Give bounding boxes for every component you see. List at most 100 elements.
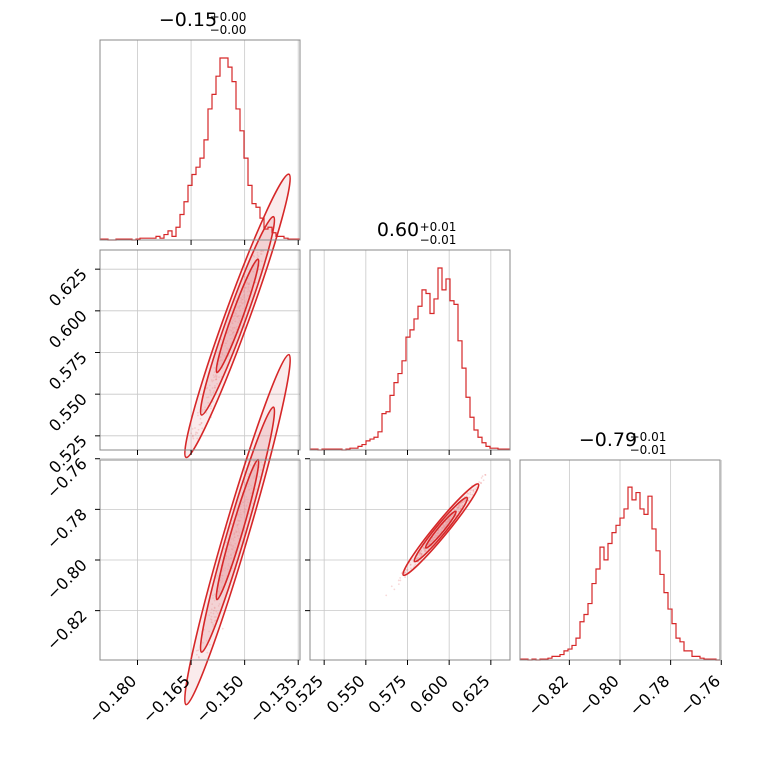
sample-point	[245, 504, 248, 507]
panel-title-minus: −0.00	[210, 23, 247, 37]
sample-point	[195, 653, 198, 656]
sample-point	[446, 521, 449, 524]
y-tick-label: 0.575	[45, 348, 91, 394]
sample-point	[444, 525, 447, 528]
sample-point	[229, 554, 232, 557]
sample-point	[218, 603, 221, 605]
sample-point	[191, 434, 194, 437]
sample-point	[259, 252, 262, 255]
sample-point	[213, 620, 216, 622]
density-contour	[183, 353, 292, 706]
sample-point	[238, 306, 240, 309]
sample-point	[430, 539, 433, 542]
sample-point	[260, 461, 263, 464]
sample-point	[397, 583, 400, 586]
density-contour	[215, 258, 260, 374]
sample-point	[237, 519, 240, 522]
histograms-layer	[100, 57, 720, 661]
sample-point	[242, 307, 244, 310]
sample-point	[244, 301, 247, 304]
sample-point	[457, 510, 460, 513]
sample-point	[196, 411, 199, 414]
sample-point	[223, 569, 226, 572]
sample-point	[213, 367, 216, 369]
sample-point	[243, 507, 246, 510]
sample-point	[227, 550, 230, 553]
sample-point	[232, 328, 234, 331]
sample-point	[458, 504, 461, 506]
sample-point	[221, 351, 224, 354]
sample-point	[224, 345, 226, 347]
sample-point	[228, 543, 231, 546]
sample-point	[232, 326, 235, 329]
sample-point	[235, 530, 238, 533]
sample-point	[252, 477, 255, 480]
sample-point	[417, 557, 420, 559]
sample-point	[233, 533, 236, 536]
sample-point	[238, 314, 240, 317]
sample-point	[480, 477, 483, 479]
sample-point	[242, 301, 245, 304]
sample-point	[240, 513, 243, 516]
sample-point	[228, 328, 231, 331]
sample-point	[467, 492, 470, 495]
sample-point	[461, 501, 463, 504]
sample-point	[237, 514, 240, 517]
sample-point	[235, 529, 237, 532]
y-tick-label: −0.82	[43, 606, 91, 654]
sample-point	[209, 390, 212, 392]
sample-point	[227, 564, 230, 567]
density-contour	[215, 458, 260, 601]
sample-point	[467, 499, 470, 502]
sample-point	[453, 508, 456, 511]
sample-point	[238, 537, 240, 540]
sample-point	[221, 352, 224, 355]
sample-point	[229, 329, 232, 332]
sample-point	[213, 606, 216, 609]
sample-point	[231, 337, 234, 340]
sample-point	[230, 543, 233, 546]
sample-point	[235, 531, 238, 533]
sample-point	[233, 536, 236, 539]
sample-point	[232, 335, 235, 338]
sample-point	[257, 255, 260, 258]
sample-point	[247, 286, 250, 289]
sample-point	[246, 290, 249, 293]
sample-point	[225, 347, 228, 350]
sample-point	[224, 342, 227, 345]
sample-point	[256, 254, 259, 256]
sample-point	[462, 501, 465, 504]
sample-point	[222, 568, 225, 571]
sample-point	[444, 523, 447, 526]
sample-point	[419, 552, 422, 555]
sample-point	[406, 568, 409, 571]
sample-point	[456, 506, 458, 509]
density-contour	[199, 215, 276, 416]
sample-point	[410, 567, 412, 570]
sample-point	[479, 481, 482, 484]
sample-point	[416, 556, 419, 559]
sample-point	[435, 532, 437, 535]
sample-point	[213, 386, 216, 389]
sample-point	[220, 581, 223, 584]
sample-point	[208, 384, 211, 387]
sample-point	[434, 536, 437, 539]
sample-point	[413, 565, 416, 568]
sample-point	[223, 354, 226, 357]
labels-layer: −0.15+0.00−0.000.5250.5500.5750.6000.625…	[43, 9, 724, 727]
sample-point	[218, 376, 220, 379]
sample-point	[227, 330, 230, 333]
sample-point	[196, 437, 199, 440]
density-contour	[424, 510, 457, 549]
sample-point	[206, 396, 208, 399]
sample-point	[236, 325, 238, 328]
sample-point	[197, 655, 200, 658]
sample-point	[419, 552, 422, 554]
sample-point	[208, 643, 211, 646]
sample-point	[243, 510, 246, 513]
sample-point	[448, 518, 451, 521]
sample-point	[230, 557, 233, 559]
sample-point	[250, 279, 252, 282]
sample-point	[230, 554, 233, 557]
sample-point	[236, 534, 239, 537]
